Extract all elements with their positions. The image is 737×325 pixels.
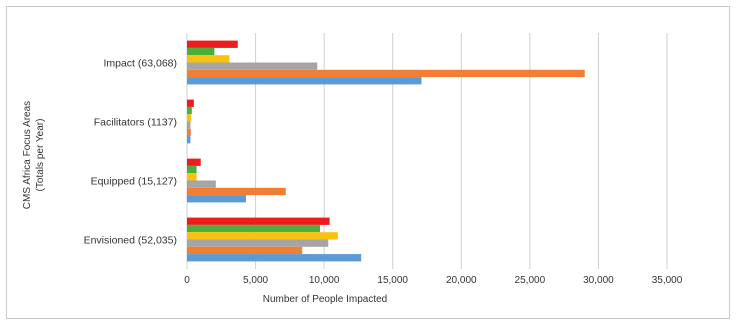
category-label: Envisioned (52,035) xyxy=(84,235,177,247)
bar xyxy=(187,180,216,188)
bar xyxy=(187,99,194,107)
bar xyxy=(187,40,238,48)
bar xyxy=(187,158,201,166)
bar xyxy=(187,77,422,85)
category-label: Facilitators (1137) xyxy=(94,117,177,129)
bar xyxy=(187,106,192,115)
bar xyxy=(187,239,329,247)
x-tick-label: 35,000 xyxy=(652,275,683,286)
bar xyxy=(187,187,286,196)
x-tick-label: 10,000 xyxy=(309,275,340,286)
y-axis-title-sub: (Totals per Year) xyxy=(35,119,46,192)
bar xyxy=(187,254,362,262)
y-axis-title: CMS Africa Focus Areas (Totals per Year) xyxy=(22,101,46,209)
chart-frame: 0 5,000 10,000 15,000 20,000 25,000 30,000 35,0… xyxy=(6,6,730,319)
bar xyxy=(187,136,191,144)
x-tick-label: 20,000 xyxy=(446,275,477,286)
bar xyxy=(187,62,318,70)
bar xyxy=(187,114,192,122)
x-tick-label: 30,000 xyxy=(583,275,614,286)
bar-chart: 0 5,000 10,000 15,000 20,000 25,000 30,000 35,0… xyxy=(22,33,683,305)
x-tick-label: 15,000 xyxy=(377,275,408,286)
bars xyxy=(187,40,585,262)
bar xyxy=(187,69,585,78)
bar xyxy=(187,55,230,63)
x-tick-label: 0 xyxy=(184,275,190,286)
x-tick-label: 25,000 xyxy=(515,275,546,286)
category-label: Impact (63,068) xyxy=(103,58,177,70)
x-tick-labels: 0 5,000 10,000 15,000 20,000 25,000 30,000 35,0… xyxy=(184,275,683,286)
bar xyxy=(187,232,338,240)
x-axis-title: Number of People Impacted xyxy=(263,294,388,305)
category-label: Equipped (15,127) xyxy=(91,176,177,188)
bar xyxy=(187,217,330,225)
bar xyxy=(187,121,191,129)
x-tick-label: 5,000 xyxy=(243,275,268,286)
bar xyxy=(187,173,197,181)
y-axis-title-main: CMS Africa Focus Areas xyxy=(22,101,33,209)
category-labels: Impact (63,068) Facilitators (1137) Equipp… xyxy=(84,58,177,247)
bar xyxy=(187,128,191,137)
bar xyxy=(187,246,303,255)
bar xyxy=(187,224,321,233)
bar xyxy=(187,165,197,174)
bar xyxy=(187,47,215,56)
bar xyxy=(187,195,246,203)
